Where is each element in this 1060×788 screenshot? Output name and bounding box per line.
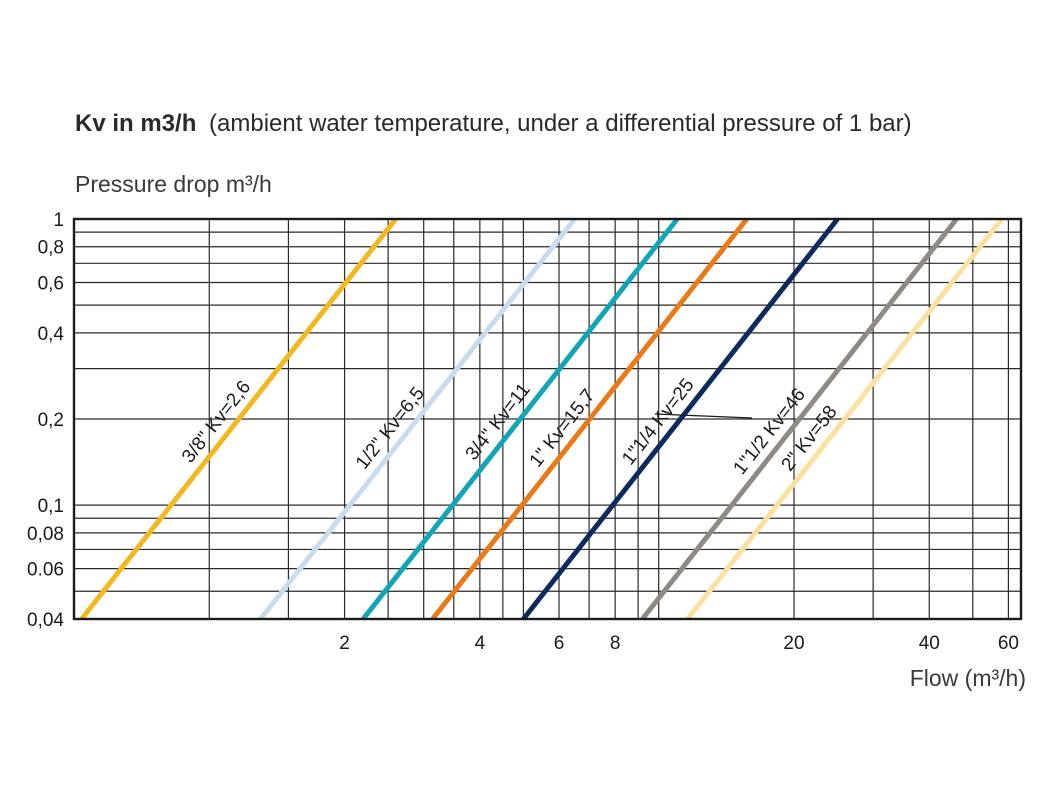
- y-tick-label: 0,8: [38, 238, 64, 259]
- label-leader-line: [654, 413, 753, 419]
- x-axis-label: Flow (m³/h): [910, 665, 1026, 691]
- x-tick-label: 6: [554, 633, 565, 654]
- grid: [74, 219, 1021, 619]
- y-tick-label: 0,04: [27, 610, 64, 631]
- series-label-1: 1/2" Kv=6,5: [352, 383, 429, 473]
- series-lines: [79, 217, 1004, 621]
- y-tick-label: 0,2: [38, 410, 64, 431]
- y-tick-label: 1: [53, 210, 64, 231]
- x-tick-label: 4: [475, 633, 486, 654]
- chart-title-rest: (ambient water temperature, under a diff…: [209, 110, 912, 137]
- series-line-2: [361, 217, 680, 621]
- x-tick-label: 2: [339, 633, 350, 654]
- y-tick-label: 0,1: [38, 496, 64, 517]
- y-tick-labels: 1 0,8 0,6 0,4 0,2 0,1 0,08 0.06 0,04: [27, 210, 64, 631]
- series-line-4: [521, 217, 840, 621]
- y-tick-label: 0,6: [38, 273, 64, 294]
- series-line-0: [79, 217, 398, 621]
- series-line-6: [685, 217, 1004, 621]
- series-line-1: [258, 217, 577, 621]
- series-label-0: 3/8" Kv=2,6: [178, 377, 255, 467]
- x-tick-label: 40: [919, 633, 940, 654]
- plot-frame: [72, 217, 1023, 621]
- series-line-3: [430, 217, 749, 621]
- chart-title: Kv in m3/h (ambient water temperature, u…: [75, 110, 912, 137]
- x-tick-label: 8: [610, 633, 621, 654]
- y-tick-label: 0,08: [27, 524, 64, 545]
- x-tick-label: 60: [998, 633, 1019, 654]
- y-tick-label: 0.06: [27, 560, 64, 581]
- y-axis-label: Pressure drop m³/h: [75, 171, 272, 197]
- x-tick-label: 20: [783, 633, 804, 654]
- x-tick-labels: 2 4 6 8 20 40 60: [339, 633, 1019, 654]
- series-labels: 3/8" Kv=2,6 1/2" Kv=6,5 3/4" Kv=111" Kv=15…: [178, 375, 842, 479]
- y-tick-label: 0,4: [38, 324, 65, 345]
- chart-title-bold: Kv in m3/h: [75, 110, 196, 137]
- series-line-5: [640, 217, 959, 621]
